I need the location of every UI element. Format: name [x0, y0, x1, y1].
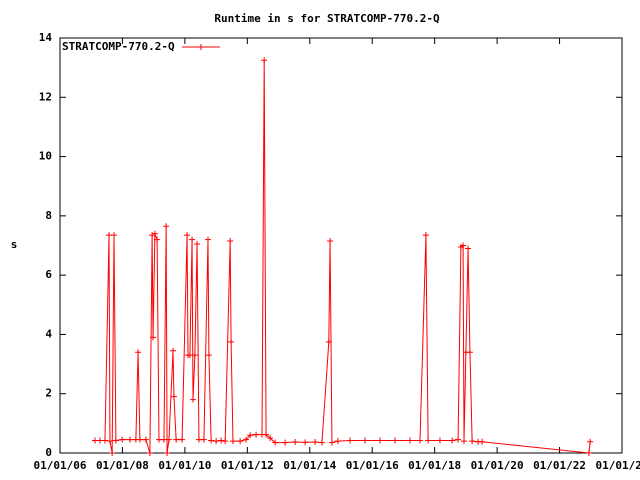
- point-marker: [142, 436, 149, 443]
- point-marker: [466, 349, 473, 356]
- y-tick-label: 12: [39, 90, 52, 103]
- point-marker: [222, 438, 229, 445]
- point-marker: [585, 450, 592, 456]
- point-marker: [282, 439, 289, 446]
- point-marker: [165, 436, 172, 443]
- y-axis-label: s: [11, 238, 18, 251]
- point-marker: [261, 57, 268, 64]
- x-tick-label: 01/01/22: [533, 459, 586, 472]
- point-marker: [190, 396, 197, 403]
- point-marker: [154, 236, 161, 243]
- point-marker: [106, 438, 113, 445]
- point-marker: [229, 438, 236, 445]
- point-marker: [163, 223, 170, 230]
- x-tick-label: 01/01/10: [158, 459, 211, 472]
- x-tick-label: 01/01/14: [283, 459, 336, 472]
- legend-marker: [198, 44, 204, 50]
- point-marker: [302, 439, 309, 446]
- point-marker: [126, 436, 133, 443]
- point-marker: [263, 431, 270, 438]
- point-marker: [312, 439, 319, 446]
- x-tick-label: 01/01/24: [596, 459, 640, 472]
- point-marker: [213, 438, 220, 445]
- y-tick-label: 6: [45, 268, 52, 281]
- x-tick-label: 01/01/06: [34, 459, 87, 472]
- point-marker: [362, 437, 369, 444]
- point-marker: [377, 437, 384, 444]
- point-marker: [135, 349, 142, 356]
- x-tick-label: 01/01/16: [346, 459, 399, 472]
- point-marker: [218, 437, 225, 444]
- point-marker: [247, 432, 254, 439]
- point-marker: [136, 436, 143, 443]
- y-tick-label: 2: [45, 387, 52, 400]
- point-marker: [328, 439, 335, 446]
- point-marker: [455, 436, 462, 443]
- point-marker: [436, 437, 443, 444]
- point-marker: [461, 438, 468, 445]
- point-marker: [200, 436, 207, 443]
- point-marker: [479, 438, 486, 445]
- point-marker: [327, 238, 334, 245]
- point-marker: [184, 232, 191, 239]
- plot-border: [59, 37, 623, 454]
- point-marker: [392, 437, 399, 444]
- point-marker: [179, 436, 186, 443]
- point-marker: [267, 435, 274, 442]
- point-marker: [272, 439, 279, 446]
- point-marker: [149, 232, 156, 239]
- point-marker: [227, 238, 234, 245]
- point-marker: [325, 338, 332, 345]
- point-marker: [194, 241, 201, 248]
- point-marker: [347, 437, 354, 444]
- point-marker: [189, 236, 196, 243]
- point-marker: [243, 436, 250, 443]
- point-marker: [205, 352, 212, 359]
- series-line: [94, 60, 591, 454]
- point-marker: [253, 431, 260, 438]
- point-marker: [425, 437, 432, 444]
- point-marker: [101, 437, 108, 444]
- point-marker: [170, 347, 177, 354]
- y-tick-label: 8: [45, 209, 52, 222]
- y-tick-label: 14: [39, 31, 53, 44]
- point-marker: [587, 438, 594, 445]
- point-marker: [460, 242, 467, 249]
- point-marker: [109, 450, 116, 456]
- point-marker: [416, 437, 423, 444]
- point-marker: [469, 438, 476, 445]
- point-marker: [119, 436, 126, 443]
- point-marker: [112, 437, 119, 444]
- point-marker: [422, 232, 429, 239]
- y-tick-label: 10: [39, 150, 52, 163]
- point-marker: [146, 450, 153, 456]
- point-marker: [164, 450, 171, 456]
- point-marker: [208, 437, 215, 444]
- legend-label: STRATCOMP-770.2-Q: [62, 40, 175, 53]
- y-tick-label: 0: [45, 446, 52, 459]
- point-marker: [170, 393, 177, 400]
- point-marker: [237, 438, 244, 445]
- point-marker: [191, 352, 198, 359]
- x-tick-label: 01/01/18: [408, 459, 461, 472]
- point-marker: [228, 338, 235, 345]
- x-tick-label: 01/01/08: [96, 459, 149, 472]
- point-marker: [204, 236, 211, 243]
- point-marker: [318, 439, 325, 446]
- chart-title: Runtime in s for STRATCOMP-770.2-Q: [214, 12, 440, 25]
- point-marker: [449, 437, 456, 444]
- point-marker: [292, 439, 299, 446]
- x-tick-label: 01/01/20: [471, 459, 524, 472]
- point-marker: [111, 232, 118, 239]
- point-marker: [173, 436, 180, 443]
- point-marker: [465, 245, 472, 252]
- y-tick-label: 4: [45, 327, 52, 340]
- point-marker: [334, 438, 341, 445]
- point-marker: [151, 230, 158, 237]
- point-marker: [407, 437, 414, 444]
- point-marker: [150, 334, 157, 341]
- x-tick-label: 01/01/12: [221, 459, 274, 472]
